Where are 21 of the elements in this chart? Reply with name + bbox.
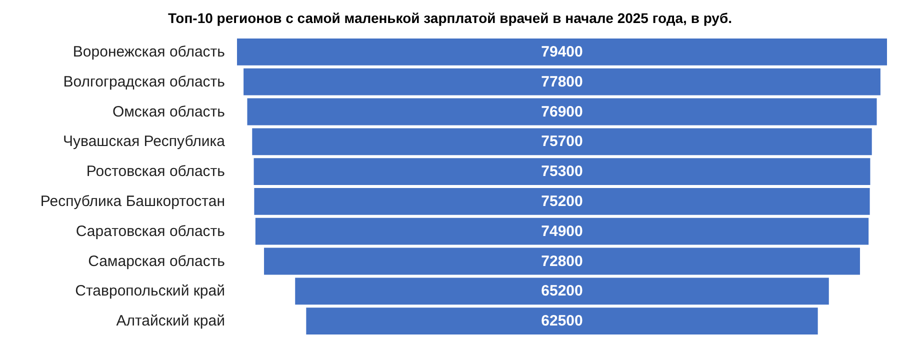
data-label: 75700 [541, 133, 583, 150]
data-label: 74900 [541, 222, 583, 240]
data-label: 77800 [541, 73, 583, 90]
category-label: Самарская область [88, 252, 226, 270]
data-label: 72800 [541, 252, 583, 270]
data-label: 79400 [541, 43, 583, 60]
category-label: Волгоградская область [63, 73, 226, 90]
category-label: Саратовская область [76, 222, 226, 240]
data-label: 75200 [541, 192, 583, 210]
category-label: Ставропольский край [75, 282, 225, 300]
data-label: 76900 [541, 103, 583, 120]
data-label: 75300 [541, 163, 583, 180]
data-label: 62500 [541, 312, 583, 330]
category-label: Республика Башкортостан [40, 192, 225, 210]
category-label: Алтайский край [116, 312, 225, 330]
data-label: 65200 [541, 282, 583, 300]
category-label: Воронежская область [72, 43, 226, 60]
category-label: Омская область [112, 103, 226, 120]
category-label: Ростовская область [86, 163, 226, 180]
text: Топ-10 регионов с самой маленькой зарплатой врачей в начале 2025 года, в руб. [168, 10, 732, 26]
category-label: Чувашская Республика [63, 133, 226, 150]
